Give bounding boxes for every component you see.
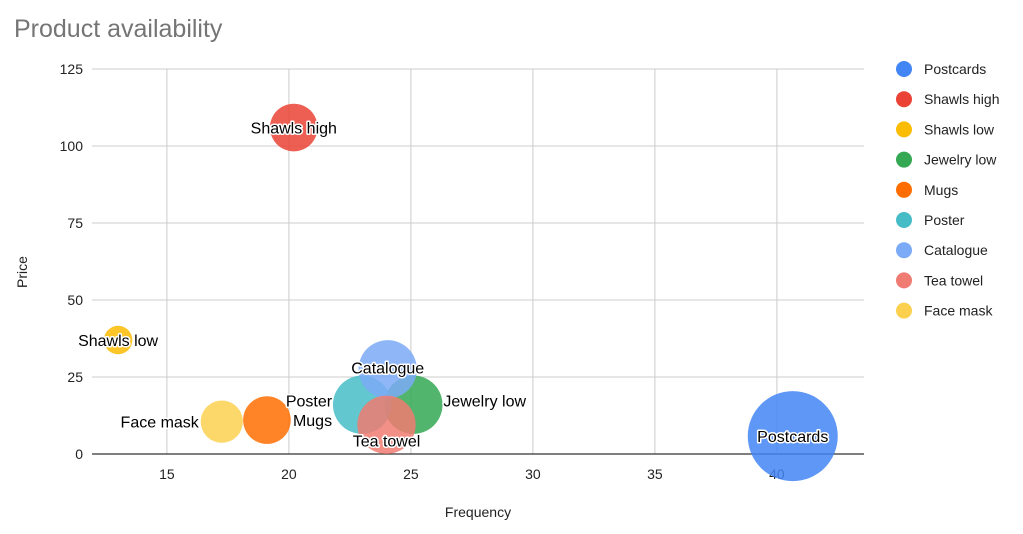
bubble-label: Catalogue [351, 360, 424, 377]
legend-item[interactable]: Shawls low [924, 121, 995, 137]
x-axis-label: Frequency [445, 504, 511, 520]
legend-swatch-icon [896, 212, 912, 228]
x-tick-label: 15 [159, 466, 175, 482]
legend-item[interactable]: Postcards [924, 61, 986, 77]
bubble-label: Jewelry low [443, 394, 526, 411]
legend-item[interactable]: Poster [924, 212, 965, 228]
legend-item[interactable]: Jewelry low [924, 152, 997, 168]
x-tick-label: 20 [281, 466, 297, 482]
legend-swatch-icon [896, 121, 912, 138]
bubble-shawls-low[interactable] [103, 325, 133, 355]
x-tick-label: 30 [525, 466, 541, 482]
legend-swatch-icon [896, 91, 912, 108]
bubble-tea-towel[interactable] [357, 395, 416, 454]
y-tick-label: 0 [75, 446, 83, 462]
chart-title: Product availability [14, 15, 223, 43]
bubble-label: Shawls low [78, 333, 158, 350]
legend: Postcards Shawls high Shawls low Jewelry lo… [896, 61, 1000, 319]
legend-swatch-icon [896, 151, 912, 168]
legend-item[interactable]: Face mask [924, 303, 993, 319]
x-tick-label: 25 [403, 466, 419, 482]
y-tick-label: 25 [67, 369, 83, 385]
bubbles [103, 103, 838, 482]
legend-item[interactable]: Catalogue [924, 242, 988, 258]
legend-item[interactable]: Shawls high [924, 91, 1000, 107]
bubble-label: Mugs [293, 413, 332, 430]
legend-swatch-icon [896, 302, 912, 319]
bubble-label: Face mask [121, 415, 200, 432]
legend-swatch-icon [896, 181, 912, 198]
bubble-label: Tea towel [353, 434, 421, 451]
y-tick-label: 50 [67, 292, 83, 308]
bubble-face-mask[interactable] [200, 400, 243, 443]
bubble-catalogue[interactable] [358, 340, 417, 399]
bubble-shawls-high[interactable] [269, 103, 318, 152]
legend-swatch-icon [896, 242, 912, 259]
gridlines [92, 68, 864, 454]
bubble-postcards[interactable] [747, 391, 838, 482]
legend-swatch-icon [896, 61, 912, 77]
x-tick-label: 35 [647, 466, 663, 482]
y-axis-label: Price [14, 256, 30, 288]
legend-item[interactable]: Mugs [924, 182, 958, 198]
bubble-label: Shawls high [251, 121, 337, 138]
y-tick-label: 75 [67, 215, 83, 231]
bubble-label: Postcards [757, 429, 828, 446]
bubble-labels: Postcards Shawls high Shawls low Jewelry lo… [77, 119, 830, 452]
y-tick-label: 125 [60, 61, 84, 77]
y-axis-ticks: 0 25 50 75 100 125 [60, 61, 84, 462]
y-tick-label: 100 [60, 138, 84, 154]
legend-swatch-icon [896, 272, 912, 289]
legend-item[interactable]: Tea towel [924, 272, 983, 288]
x-axis-ticks: 152025303540 [159, 466, 785, 482]
bubble-mugs[interactable] [243, 396, 291, 444]
bubble-label: Poster [286, 394, 333, 411]
